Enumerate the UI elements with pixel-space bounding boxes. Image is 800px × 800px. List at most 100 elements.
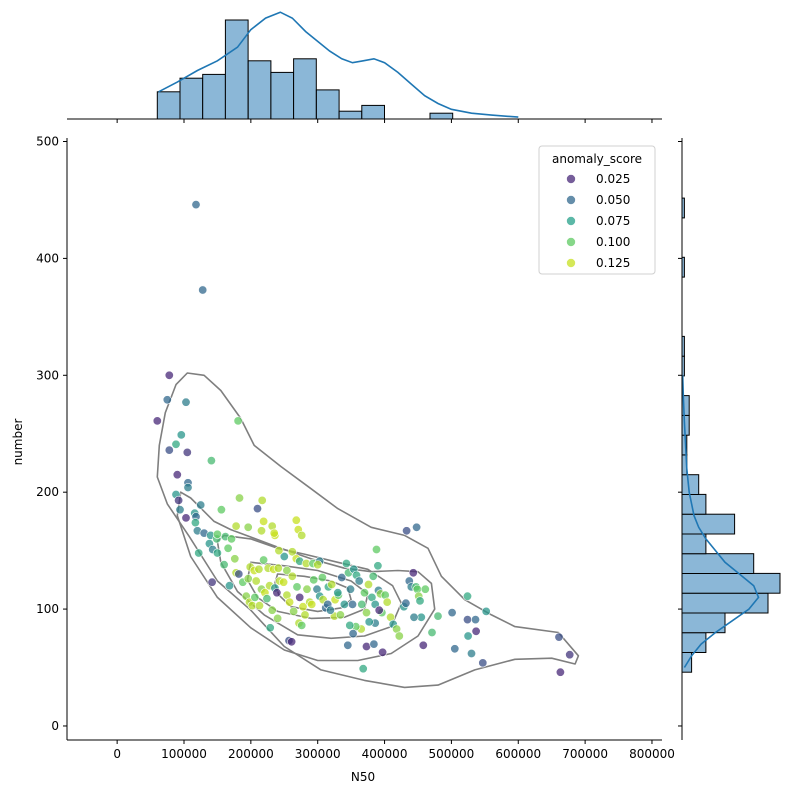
scatter-point — [433, 611, 443, 621]
scatter-point — [219, 560, 229, 570]
scatter-point — [282, 565, 292, 575]
scatter-point — [279, 551, 289, 561]
scatter-point — [471, 626, 481, 636]
x-tick-label: 500000 — [429, 747, 475, 761]
scatter-point — [427, 627, 437, 637]
scatter-point — [402, 526, 412, 536]
scatter-point — [231, 521, 241, 531]
legend-label: 0.075 — [596, 214, 630, 228]
x-tick-label: 300000 — [295, 747, 341, 761]
scatter-point — [251, 576, 261, 586]
scatter-point — [341, 558, 351, 568]
contour-level-2 — [176, 491, 436, 662]
scatter-point — [206, 456, 216, 466]
scatter-point — [327, 579, 337, 589]
scatter-point — [565, 650, 575, 660]
legend-marker — [566, 258, 576, 268]
scatter-point — [555, 667, 565, 677]
scatter-point — [255, 601, 265, 611]
scatter-point — [175, 505, 185, 515]
x-tick-label: 800000 — [629, 747, 675, 761]
scatter-point — [172, 470, 182, 480]
scatter-point — [409, 612, 419, 622]
scatter-point — [481, 606, 491, 616]
scatter-point — [307, 599, 317, 609]
legend-label: 0.100 — [596, 235, 630, 249]
y-tick-label: 400 — [36, 251, 59, 265]
scatter-point — [273, 563, 283, 573]
scatter-point — [345, 620, 355, 630]
scatter-point — [265, 623, 275, 633]
scatter-point — [295, 592, 305, 602]
x-axis-title: N50 — [351, 770, 375, 784]
scatter-point — [254, 564, 264, 574]
scatter-point — [269, 528, 279, 538]
scatter-point — [274, 546, 284, 556]
legend-marker — [566, 237, 576, 247]
histogram-bar — [681, 553, 755, 575]
scatter-point — [183, 482, 193, 492]
scatter-point — [363, 579, 373, 589]
scatter-point — [212, 548, 222, 558]
scatter-point — [420, 584, 430, 594]
scatter-point — [182, 447, 192, 457]
scatter-point — [415, 596, 425, 606]
legend-label: 0.125 — [596, 256, 630, 270]
scatter-point — [374, 605, 384, 615]
scatter-point — [447, 608, 457, 618]
x-tick-label: 600000 — [495, 747, 541, 761]
scatter-point — [262, 594, 272, 604]
scatter-point — [152, 416, 162, 426]
scatter-point — [554, 632, 564, 642]
scatter-point — [235, 493, 245, 503]
scatter-point — [291, 515, 301, 525]
histogram-bar — [361, 104, 385, 120]
scatter-point — [335, 610, 345, 620]
histogram-bar — [681, 513, 736, 535]
scatter-point — [292, 582, 302, 592]
histogram-bar — [315, 89, 340, 120]
scatter-point — [333, 588, 343, 598]
scatter-point — [354, 576, 364, 586]
scatter-point — [462, 591, 472, 601]
histogram-bar — [681, 592, 769, 614]
scatter-point — [259, 516, 269, 526]
scatter-point — [233, 416, 243, 426]
scatter-point — [368, 571, 378, 581]
scatter-point — [176, 430, 186, 440]
y-axis-title: number — [11, 419, 25, 466]
scatter-point — [273, 613, 283, 623]
histogram-bar — [681, 493, 707, 515]
scatter-point — [257, 495, 267, 505]
histogram-bar — [270, 71, 295, 120]
scatter-point — [359, 588, 369, 598]
scatter-point — [227, 534, 237, 544]
scatter-point — [250, 592, 260, 602]
scatter-point — [196, 500, 206, 510]
scatter-point — [470, 615, 480, 625]
scatter-point — [162, 395, 172, 405]
x-tick-label: 400000 — [362, 747, 408, 761]
histogram-bar — [681, 533, 707, 555]
scatter-point — [191, 200, 201, 210]
legend: anomaly_score 0.025 0.050 0.075 0.100 0.125 — [538, 145, 656, 275]
scatter-point — [302, 584, 312, 594]
scatter-point — [337, 572, 347, 582]
histogram-bar — [293, 58, 317, 120]
kde-curve-y — [681, 375, 760, 668]
scatter-point — [225, 581, 235, 591]
scatter-point — [174, 495, 184, 505]
scatter-point — [297, 530, 307, 540]
scatter-point — [243, 522, 253, 532]
x-tick-label: 0 — [113, 747, 121, 761]
scatter-point — [256, 526, 266, 536]
scatter-point — [207, 577, 217, 587]
scatter-point — [343, 640, 353, 650]
histogram-bar — [202, 73, 226, 120]
scatter-point — [297, 620, 307, 630]
scatter-point — [287, 637, 297, 647]
scatter-point — [272, 588, 282, 598]
scatter-point — [259, 555, 269, 565]
scatter-point — [348, 629, 358, 639]
